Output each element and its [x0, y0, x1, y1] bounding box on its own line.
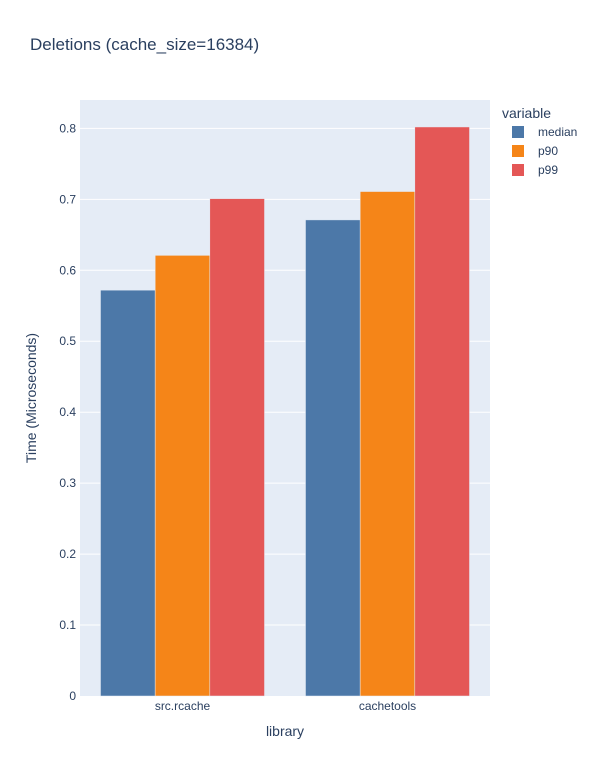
bar-p99-src.rcache [209, 198, 265, 697]
legend-swatch-median [512, 126, 524, 138]
y-tick-label: 0.1 [59, 618, 76, 632]
legend: variable median p90 p99 [502, 105, 577, 177]
legend-title: variable [502, 105, 551, 121]
y-tick-label: 0.4 [59, 405, 76, 419]
x-axis-ticks: src.rcache cachetools [155, 699, 416, 713]
x-tick-label: cachetools [359, 699, 416, 713]
x-axis-title: library [266, 723, 304, 739]
legend-label-median: median [538, 125, 577, 139]
bar-p90-cachetools [359, 191, 416, 697]
y-axis-title: Time (Microseconds) [23, 333, 39, 463]
legend-label-p90: p90 [538, 144, 558, 158]
bars [100, 126, 470, 697]
x-tick-label: src.rcache [155, 699, 211, 713]
y-tick-label: 0.5 [59, 334, 76, 348]
y-tick-label: 0.6 [59, 263, 76, 277]
bar-p90-src.rcache [154, 255, 211, 697]
y-tick-label: 0 [69, 689, 76, 703]
y-tick-label: 0.2 [59, 547, 76, 561]
y-tick-label: 0.8 [59, 121, 76, 135]
legend-label-p99: p99 [538, 163, 558, 177]
bar-median-cachetools [305, 219, 361, 697]
bar-p99-cachetools [414, 126, 470, 697]
bar-median-src.rcache [100, 289, 156, 697]
chart-title: Deletions (cache_size=16384) [30, 35, 259, 54]
legend-swatch-p90 [512, 145, 524, 157]
y-tick-label: 0.7 [59, 192, 76, 206]
legend-swatch-p99 [512, 164, 524, 176]
y-tick-label: 0.3 [59, 476, 76, 490]
y-axis-ticks: 0 0.1 0.2 0.3 0.4 0.5 0.6 0.7 0.8 [59, 121, 76, 703]
